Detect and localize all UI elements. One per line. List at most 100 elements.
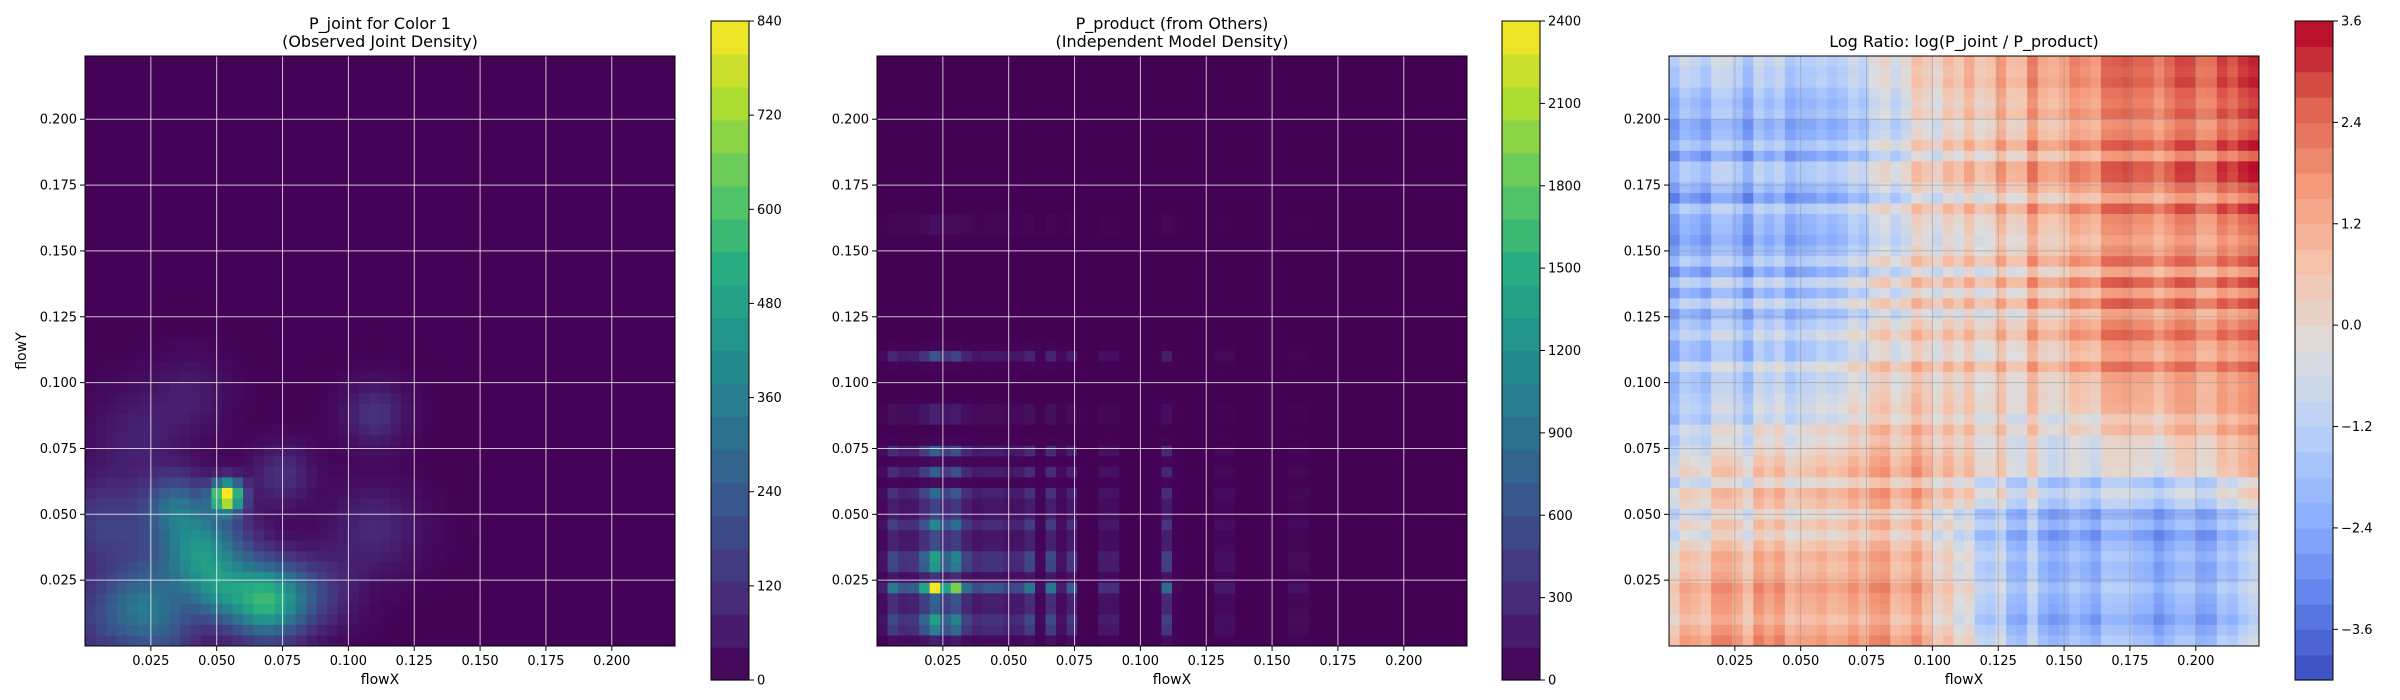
density-cell [316,445,328,457]
density-cell [548,361,560,373]
density-cell [538,329,550,342]
density-cell [898,614,910,626]
density-cell [495,87,508,99]
density-cell [898,56,910,68]
density-cell [611,87,623,99]
density-cell [898,108,910,120]
density-cell [632,87,644,99]
density-cell [95,466,107,479]
density-cell [422,414,434,426]
density-cell [559,329,571,342]
density-cell [950,361,962,373]
density-cell [1077,192,1089,205]
density-cell [232,319,244,331]
density-cell [243,235,255,247]
density-cell [432,487,444,500]
density-cell [485,603,497,615]
density-cell [622,119,634,131]
density-cell [348,56,360,68]
density-cell [453,329,465,342]
density-cell [1045,393,1057,405]
density-cell [116,108,128,120]
density-cell [1203,77,1215,89]
colorbar-tick-label: 240 [757,485,782,500]
density-cell [1150,382,1163,394]
density-cell [274,424,286,436]
density-cell [1024,119,1036,131]
density-cell [908,403,920,415]
density-cell [306,603,318,615]
density-cell [929,298,941,310]
density-cell [601,487,613,500]
density-cell [538,530,550,542]
density-cell [390,340,402,352]
density-cell [316,593,328,605]
density-cell [401,351,413,363]
density-cell [369,456,381,468]
density-cell [929,277,941,289]
density-cell [495,224,508,236]
density-cell [127,171,139,184]
density-cell [348,214,360,226]
density-cell [632,161,644,173]
density-cell [158,635,170,646]
density-cell [411,329,423,342]
density-cell [443,435,455,447]
density-cell [401,235,413,247]
density-cell [85,98,97,110]
density-cell [137,161,149,173]
density-cell [485,445,497,457]
density-cell [327,308,339,320]
density-cell [285,256,297,268]
density-cell [274,287,286,299]
density-cell [1129,119,1141,131]
density-cell [1108,351,1120,363]
colorbar-band [711,350,749,385]
density-cell [422,224,434,236]
density-cell [569,87,581,99]
density-cell [590,551,602,563]
density-cell [495,456,508,468]
density-cell [95,487,107,500]
density-cell [580,108,592,120]
density-cell [443,56,455,68]
density-cell [1077,287,1089,299]
density-cell [1087,192,1099,205]
colorbar-band [711,53,749,88]
density-cell [898,593,910,605]
density-cell [200,161,213,173]
density-cell [485,171,497,184]
density-cell [1056,140,1068,152]
density-cell [1193,256,1205,268]
density-cell [443,298,455,310]
density-cell [1066,182,1078,194]
density-cell [401,561,413,573]
density-cell [1035,140,1047,152]
density-cell [158,530,170,542]
density-cell [85,498,97,510]
density-cell [940,414,952,426]
density-cell [200,298,213,310]
density-cell [495,77,508,89]
density-cell [1108,424,1120,436]
density-cell [961,56,973,68]
density-cell [877,119,889,131]
density-cell [1013,477,1026,489]
density-cell [285,382,297,394]
density-cell [919,140,931,152]
density-cell [443,308,455,320]
density-cell [443,340,455,352]
density-cell [190,372,202,384]
density-cell [200,372,213,384]
density-cell [1035,77,1047,89]
density-cell [961,635,973,646]
density-cell [295,256,307,268]
density-cell [950,393,962,405]
density-cell [179,150,191,162]
density-cell [148,308,160,320]
density-cell [148,498,160,510]
density-cell [622,624,634,637]
density-cell [1129,98,1141,110]
density-cell [653,445,666,457]
density-cell [1129,108,1141,120]
